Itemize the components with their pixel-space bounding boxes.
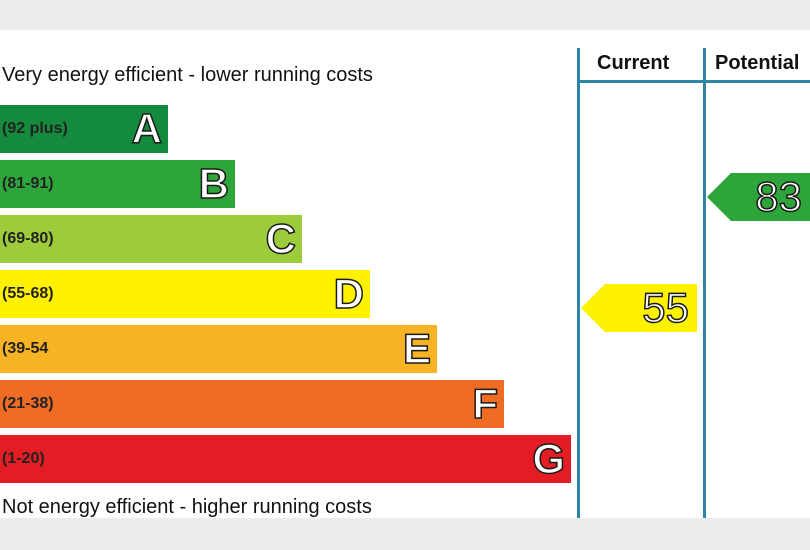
current-rating-arrow: 55 [581, 284, 697, 332]
column-header-divider [577, 80, 810, 83]
current-rating-value: 55 [642, 284, 690, 332]
band-range-label: (39-54 [2, 340, 49, 357]
bottom-caption: Not energy efficient - higher running co… [2, 496, 372, 518]
band-letter: F [472, 379, 499, 428]
band-g: (1-20) G [0, 434, 571, 483]
band-range-label: (69-80) [2, 230, 54, 247]
potential-column-header: Potential [715, 52, 800, 74]
band-b: (81-91) B [0, 159, 235, 208]
potential-rating-arrow: 83 [707, 173, 810, 221]
band-e: (39-54 E [0, 324, 437, 373]
current-column-header: Current [597, 52, 670, 74]
band-letter: C [265, 214, 297, 263]
band-letter: G [532, 434, 566, 483]
potential-column-left-border [703, 48, 706, 518]
potential-rating-value: 83 [755, 173, 803, 221]
band-letter: B [198, 159, 230, 208]
band-range-label: (1-20) [2, 450, 45, 467]
band-c: (69-80) C [0, 214, 302, 263]
band-a: (92 plus) A [0, 104, 168, 153]
top-caption: Very energy efficient - lower running co… [2, 64, 373, 86]
band-letter: E [402, 324, 432, 373]
band-f: (21-38) F [0, 379, 504, 428]
band-letter: D [333, 269, 365, 318]
epc-chart: Very energy efficient - lower running co… [0, 30, 810, 518]
band-range-label: (21-38) [2, 395, 54, 412]
band-range-label: (92 plus) [2, 120, 68, 137]
band-letter: A [131, 104, 163, 153]
band-d: (55-68) D [0, 269, 370, 318]
band-range-label: (55-68) [2, 285, 54, 302]
band-range-label: (81-91) [2, 175, 54, 192]
current-column-left-border [577, 48, 580, 518]
